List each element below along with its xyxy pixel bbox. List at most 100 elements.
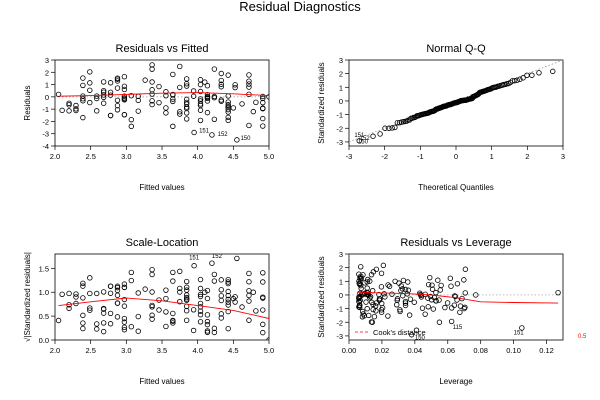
data-point [197,319,204,325]
y-axis-label: √|Standardized residuals| [23,252,32,342]
y-tick-label: -1 [42,105,49,114]
data-point [107,321,114,327]
data-point [368,271,375,278]
x-tick-label: 0.06 [440,346,455,355]
data-point [114,300,121,306]
data-point [370,306,376,313]
data-point [218,84,224,90]
data-point [400,293,406,299]
data-point [170,71,176,78]
data-point [405,287,412,293]
data-point [163,287,169,293]
data-point [385,313,391,319]
x-tick-label: 2.5 [85,346,95,355]
x-tick-label: 4.0 [192,346,202,355]
smooth-line [357,291,559,304]
data-point [142,286,148,292]
data-point [457,303,464,309]
data-point [107,80,114,86]
data-point [59,107,65,114]
data-point [204,318,211,325]
data-point [197,88,204,95]
data-point [197,312,204,318]
data-point [402,302,409,309]
y-tick-label: 0.5 [39,312,49,321]
data-point [218,77,224,84]
data-point [73,106,79,112]
data-point [462,266,469,272]
data-point [378,270,385,277]
x-axis-label: Leverage [439,377,473,386]
data-point [422,311,428,317]
data-point [177,285,183,292]
data-point [225,102,231,108]
data-point [66,305,72,312]
data-point [246,122,252,129]
data-point [197,285,204,292]
x-tick-label: 3 [561,152,565,161]
data-point [373,308,379,314]
data-point [114,314,121,320]
data-point [149,316,155,322]
data-point [225,280,231,287]
data-point [378,307,385,313]
data-point [94,321,100,327]
data-point [73,294,79,300]
data-point [156,83,162,90]
data-point [370,133,376,139]
data-point [444,300,451,306]
data-point [197,77,204,83]
data-point [433,289,439,296]
x-tick-label: -3 [346,152,353,161]
data-point [73,102,79,109]
data-point [437,287,443,293]
data-point [356,281,363,288]
data-point [425,281,432,288]
panel-3: Scale-Location 2.0 2.5 3.0 3.5 4.0 4.5 5.0 0.0 0.… [23,237,274,386]
y-tick-label: 0.0 [39,336,49,345]
x-tick-label: 0.10 [506,346,521,355]
data-point [225,292,231,299]
data-point [473,292,479,298]
x-axis-label: Theoretical Quantiles [418,183,494,192]
data-point [381,291,387,297]
point-label: 150 [240,136,251,142]
data-point [183,287,190,293]
data-point [204,109,211,116]
y-tick-label: 1 [45,81,49,90]
plot-frame [54,253,270,341]
data-point [190,88,197,94]
data-point [371,314,378,320]
x-tick-label: 3.5 [157,152,167,161]
y-tick-label: 0 [339,291,343,300]
data-point [405,279,411,285]
y-tick-label: -2 [42,117,49,126]
data-point [197,107,204,113]
data-point [225,72,231,78]
data-point [218,98,224,104]
data-point [454,281,461,287]
data-point [356,278,362,284]
data-point [177,299,183,305]
data-point [398,119,405,125]
x-tick-label: 3.5 [157,346,167,355]
data-point [80,75,86,81]
data-point [394,296,401,302]
data-point [80,280,86,287]
smooth-line [58,92,269,97]
point-label: 152 [212,254,223,260]
data-point [183,83,190,89]
x-tick-label: 2.5 [85,152,95,161]
data-point [94,95,100,102]
data-point [250,289,257,295]
x-tick-label: 0.12 [539,346,554,355]
data-point [197,304,204,310]
data-point [197,96,204,102]
data-point [135,290,141,296]
data-point [156,99,162,106]
data-point [204,287,211,294]
data-point [94,108,100,114]
data-point [364,306,370,312]
data-point [442,304,448,311]
